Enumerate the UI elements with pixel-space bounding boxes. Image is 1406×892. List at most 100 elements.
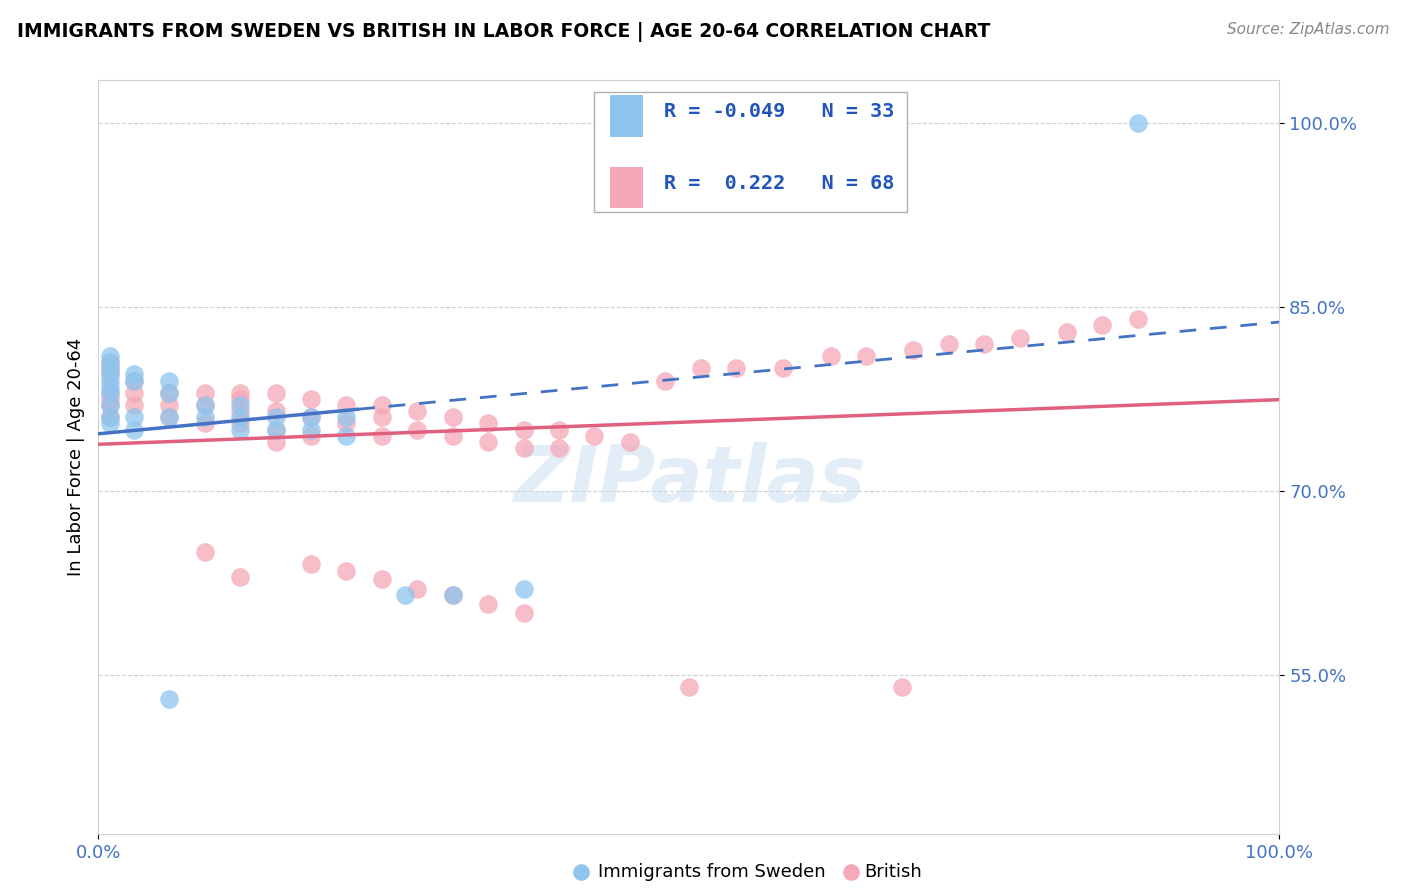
Text: IMMIGRANTS FROM SWEDEN VS BRITISH IN LABOR FORCE | AGE 20-64 CORRELATION CHART: IMMIGRANTS FROM SWEDEN VS BRITISH IN LAB… [17, 22, 990, 42]
Point [229, 423, 252, 437]
Point [98, 417, 121, 431]
Point [264, 385, 287, 400]
Point [98, 355, 121, 369]
Text: ZIPatlas: ZIPatlas [513, 442, 865, 517]
Point [441, 410, 464, 425]
Point [98, 410, 121, 425]
Point [371, 398, 394, 412]
Point [772, 361, 794, 376]
Point [335, 410, 357, 425]
Point [229, 417, 252, 431]
Point [654, 374, 676, 388]
Point [194, 398, 217, 412]
Point [335, 428, 357, 442]
Point [157, 398, 180, 412]
Point [122, 374, 145, 388]
Point [725, 361, 748, 376]
Point [512, 607, 534, 621]
Point [1091, 318, 1114, 333]
Point [229, 404, 252, 418]
Point [1126, 312, 1149, 326]
Point [512, 423, 534, 437]
Point [229, 569, 252, 583]
Point [98, 361, 121, 376]
Point [335, 398, 357, 412]
Point [855, 349, 877, 363]
Point [839, 865, 862, 880]
Point [194, 417, 217, 431]
Point [194, 398, 217, 412]
Text: R =  0.222   N = 68: R = 0.222 N = 68 [664, 174, 894, 193]
Point [548, 423, 571, 437]
FancyBboxPatch shape [610, 95, 643, 136]
Point [264, 404, 287, 418]
Point [477, 597, 499, 611]
Point [264, 410, 287, 425]
Point [569, 865, 592, 880]
Point [583, 428, 606, 442]
Point [229, 385, 252, 400]
Point [678, 680, 700, 694]
Point [264, 423, 287, 437]
Text: Immigrants from Sweden: Immigrants from Sweden [598, 863, 825, 881]
Point [157, 410, 180, 425]
Point [98, 379, 121, 393]
Point [548, 441, 571, 455]
Point [441, 588, 464, 602]
Point [477, 417, 499, 431]
Point [619, 434, 641, 449]
Point [122, 398, 145, 412]
Point [299, 428, 322, 442]
Point [371, 428, 394, 442]
Point [264, 423, 287, 437]
Point [229, 410, 252, 425]
Point [264, 434, 287, 449]
Point [903, 343, 925, 357]
Point [157, 410, 180, 425]
Point [122, 385, 145, 400]
Point [406, 423, 429, 437]
Point [406, 404, 429, 418]
Point [98, 398, 121, 412]
Point [98, 385, 121, 400]
Point [406, 582, 429, 596]
Point [299, 423, 322, 437]
Point [441, 428, 464, 442]
Point [98, 374, 121, 388]
Point [157, 385, 180, 400]
Point [98, 392, 121, 406]
Point [1008, 331, 1031, 345]
Point [1056, 325, 1078, 339]
Point [371, 572, 394, 586]
Point [890, 680, 912, 694]
Point [98, 385, 121, 400]
Point [299, 392, 322, 406]
FancyBboxPatch shape [610, 167, 643, 209]
Text: R = -0.049   N = 33: R = -0.049 N = 33 [664, 103, 894, 121]
Point [98, 368, 121, 382]
Point [157, 374, 180, 388]
Point [194, 410, 217, 425]
Point [229, 398, 252, 412]
Text: British: British [865, 863, 922, 881]
Point [441, 588, 464, 602]
Point [973, 336, 995, 351]
Point [157, 692, 180, 706]
Point [122, 374, 145, 388]
Point [689, 361, 711, 376]
Text: Source: ZipAtlas.com: Source: ZipAtlas.com [1226, 22, 1389, 37]
Point [229, 392, 252, 406]
FancyBboxPatch shape [595, 92, 907, 212]
Y-axis label: In Labor Force | Age 20-64: In Labor Force | Age 20-64 [66, 338, 84, 576]
Point [335, 564, 357, 578]
Point [122, 368, 145, 382]
Point [394, 588, 416, 602]
Point [371, 410, 394, 425]
Point [157, 385, 180, 400]
Point [512, 441, 534, 455]
Point [512, 582, 534, 596]
Point [938, 336, 960, 351]
Point [122, 410, 145, 425]
Point [98, 368, 121, 382]
Point [335, 417, 357, 431]
